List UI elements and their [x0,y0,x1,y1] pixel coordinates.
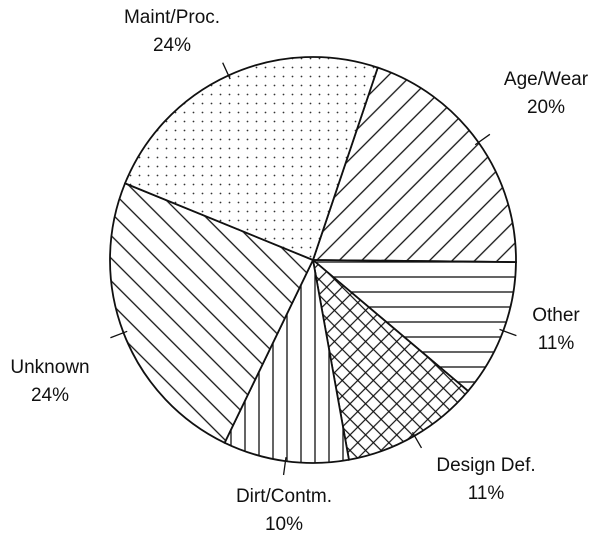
leader-line [222,62,231,80]
leader-line [499,328,517,337]
slice-value-label: 11% [538,333,575,354]
leader-line [110,330,128,339]
slice-label: Unknown [10,357,89,378]
slice-label: Maint/Proc. [124,7,220,28]
slice-value-label: 10% [265,514,303,535]
slice-value-label: 11% [468,483,505,504]
leader-line [282,457,287,476]
leader-line [411,432,423,449]
leader-line [474,133,491,146]
slice-label: Age/Wear [504,69,589,90]
slice-value-label: 20% [527,97,565,118]
slice-label: Other [532,305,580,326]
slice-label: Design Def. [436,455,535,476]
slice-value-label: 24% [153,35,191,56]
slice-value-label: 24% [31,385,69,406]
slice-label: Dirt/Contm. [236,486,332,507]
